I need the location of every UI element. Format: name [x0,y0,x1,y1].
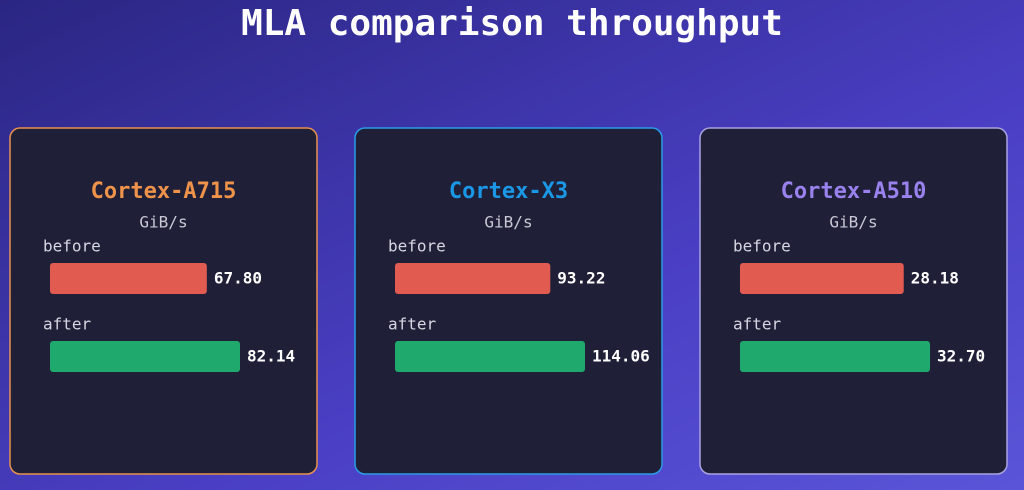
category-label: after [43,315,92,334]
bar [395,263,551,294]
category-label: after [733,315,782,334]
panel-title: Cortex-X3 [449,179,568,204]
bar [740,341,930,372]
bar [50,341,240,372]
category-label: before [388,237,446,256]
panel-title: Cortex-A510 [781,179,927,204]
value-label: 93.22 [557,269,605,288]
panel [699,127,1008,475]
panel [9,127,318,475]
unit-label: GiB/s [139,213,187,232]
category-label: before [733,237,791,256]
unit-label: GiB/s [829,213,877,232]
unit-label: GiB/s [484,213,532,232]
value-label: 114.06 [592,347,650,366]
bar [740,263,904,294]
value-label: 32.70 [937,347,985,366]
category-label: before [43,237,101,256]
page-title: MLA comparison throughput [241,3,783,44]
panel-title: Cortex-A715 [91,179,237,204]
panel [354,127,663,475]
value-label: 82.14 [247,347,295,366]
value-label: 28.18 [911,269,959,288]
bar [50,263,207,294]
value-label: 67.80 [214,269,262,288]
bar [395,341,585,372]
category-label: after [388,315,437,334]
